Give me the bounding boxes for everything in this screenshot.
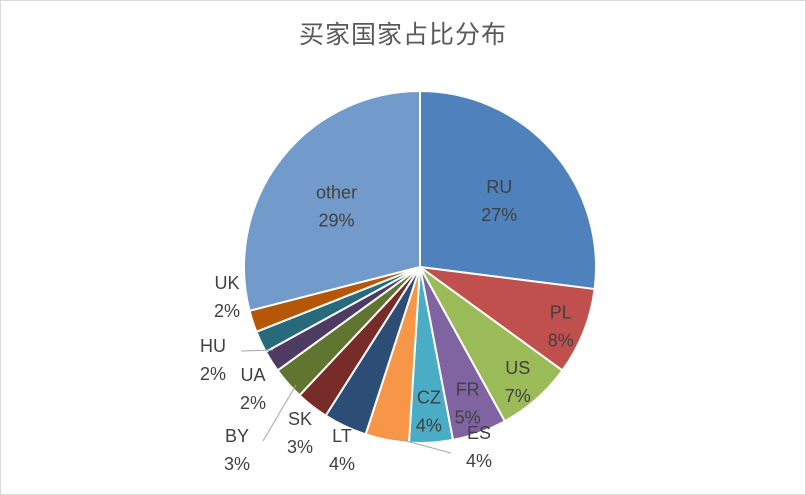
percentage-value: 4%	[329, 454, 355, 474]
data-label-hu: HU 2%	[200, 336, 226, 384]
category-name: PL	[550, 303, 572, 323]
category-name: CZ	[417, 388, 441, 408]
percentage-value: 8%	[548, 331, 574, 351]
category-name: LT	[332, 426, 352, 446]
data-label-ua: UA 2%	[240, 365, 266, 413]
percentage-value: 29%	[319, 210, 355, 230]
percentage-value: 3%	[224, 454, 250, 474]
category-name: ES	[467, 423, 491, 443]
category-name: RU	[486, 177, 512, 197]
percentage-value: 5%	[455, 407, 481, 427]
category-name: UK	[214, 273, 239, 293]
percentage-value: 2%	[200, 364, 226, 384]
percentage-value: 7%	[505, 386, 531, 406]
data-label-fr: FR 5%	[455, 379, 481, 427]
category-name: other	[316, 182, 357, 202]
data-label-sk: SK 3%	[287, 409, 313, 457]
data-label-uk: UK 2%	[214, 273, 240, 321]
data-label-cz: CZ 4%	[416, 388, 442, 436]
data-label-by: BY 3%	[224, 426, 250, 474]
percentage-value: 3%	[287, 437, 313, 457]
data-label-other: other 29%	[316, 182, 357, 230]
pie-slice-pl	[419, 266, 596, 372]
category-name: US	[505, 358, 530, 378]
category-name: HU	[200, 336, 226, 356]
pie-slice-other	[243, 89, 421, 312]
percentage-value: 2%	[240, 393, 266, 413]
category-name: UA	[240, 365, 265, 385]
data-label-es: ES 4%	[466, 423, 492, 471]
category-name: BY	[225, 426, 249, 446]
data-label-lt: LT 4%	[329, 426, 355, 474]
chart-title: 买家国家占比分布	[298, 20, 507, 49]
leader-line-hu	[240, 349, 274, 352]
leader-line-by	[262, 384, 297, 442]
data-label-us: US 7%	[505, 358, 531, 406]
data-label-ru: RU 27%	[481, 177, 517, 225]
leader-line-es	[394, 437, 452, 454]
category-name: SK	[288, 409, 312, 429]
pie-slice-ru	[419, 89, 597, 291]
percentage-value: 27%	[481, 205, 517, 225]
category-name: FR	[456, 379, 480, 399]
percentage-value: 4%	[466, 451, 492, 471]
percentage-value: 2%	[214, 301, 240, 321]
percentage-value: 4%	[416, 416, 442, 436]
data-label-pl: PL 8%	[548, 303, 574, 351]
